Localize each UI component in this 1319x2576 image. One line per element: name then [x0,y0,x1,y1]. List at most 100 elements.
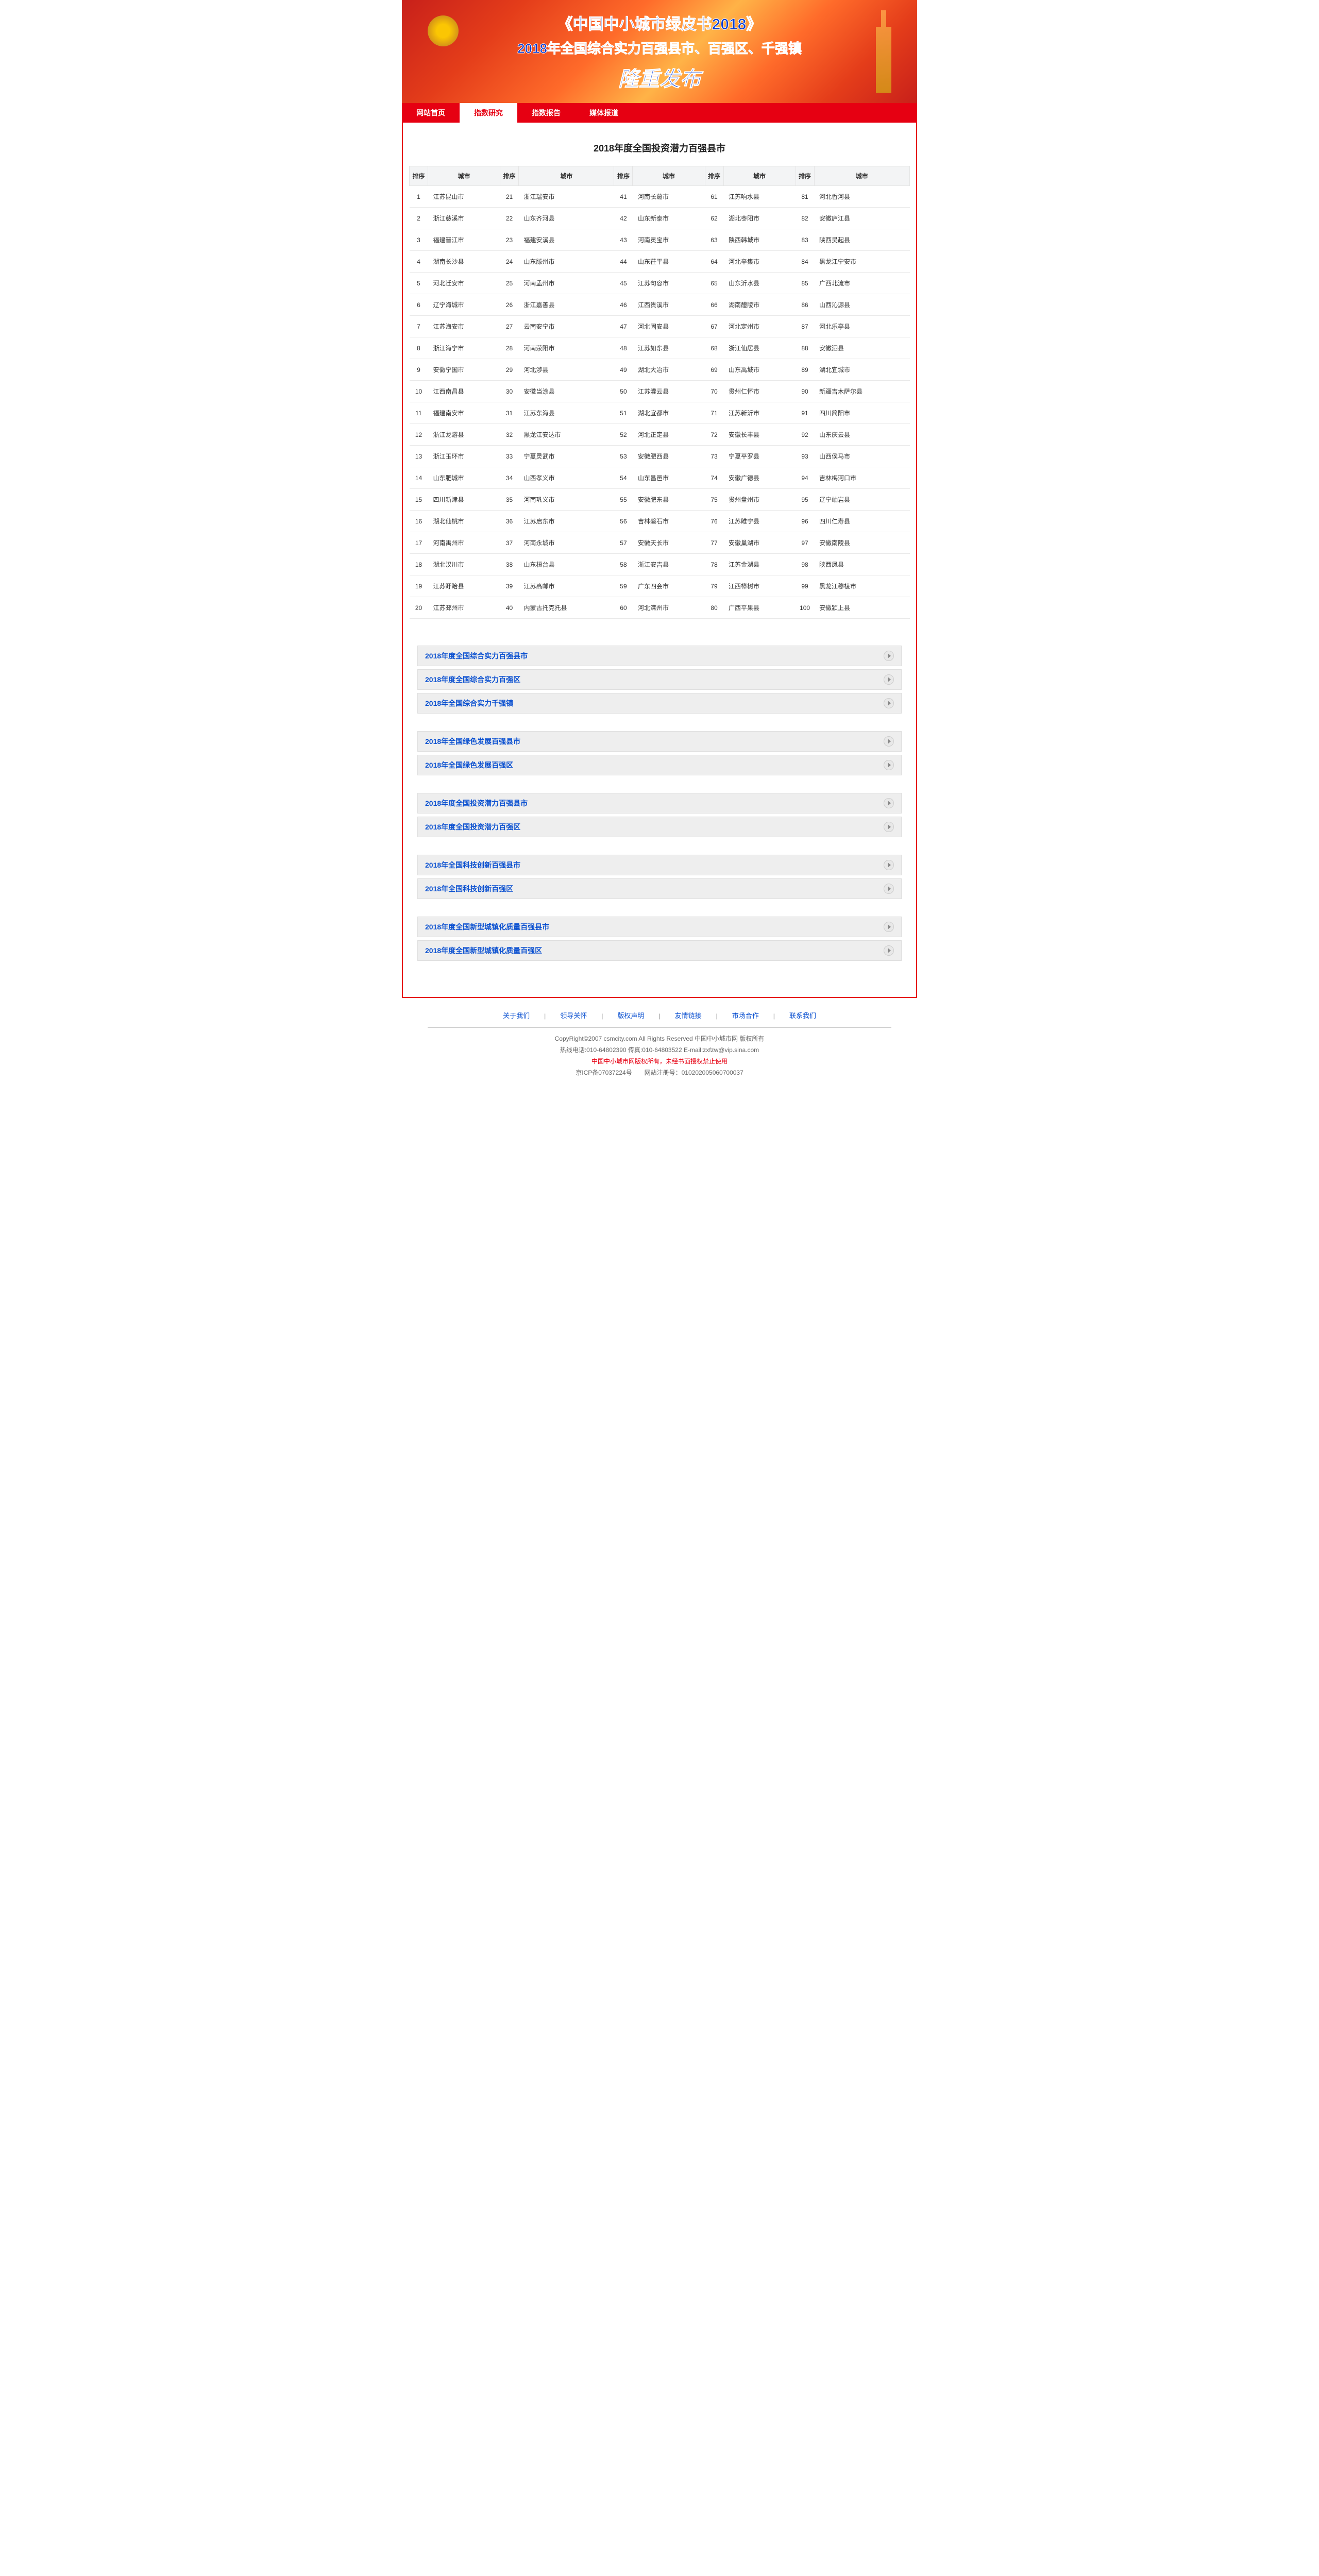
th-city: 城市 [814,166,909,186]
panel-item[interactable]: 2018年度全国综合实力百强县市 [417,646,902,666]
rank-cell: 83 [796,229,814,251]
city-cell: 河南永城市 [519,532,614,554]
city-cell: 湖南长沙县 [428,251,500,273]
rank-cell: 67 [705,316,723,337]
rank-cell: 4 [410,251,428,273]
rank-cell: 28 [500,337,519,359]
city-cell: 浙江慈溪市 [428,208,500,229]
arrow-right-icon [884,922,894,932]
table-row: 3福建晋江市23福建安溪县43河南灵宝市63陕西韩城市83陕西吴起县 [410,229,910,251]
panel-title: 2018年全国绿色发展百强区 [425,755,513,775]
table-row: 8浙江海宁市28河南荥阳市48江苏如东县68浙江仙居县88安徽泗县 [410,337,910,359]
nav-item[interactable]: 媒体报道 [575,103,633,123]
city-cell: 黑龙江宁安市 [814,251,909,273]
table-row: 13浙江玉环市33宁夏灵武市53安徽肥西县73宁夏平罗县93山西侯马市 [410,446,910,467]
rank-cell: 35 [500,489,519,511]
city-cell: 宁夏平罗县 [723,446,796,467]
rank-cell: 27 [500,316,519,337]
city-cell: 河南巩义市 [519,489,614,511]
th-city: 城市 [723,166,796,186]
city-cell: 安徽天长市 [633,532,705,554]
panel-item[interactable]: 2018年全国科技创新百强区 [417,878,902,899]
city-cell: 湖北大冶市 [633,359,705,381]
rank-cell: 13 [410,446,428,467]
rank-cell: 24 [500,251,519,273]
th-city: 城市 [633,166,705,186]
city-cell: 江苏新沂市 [723,402,796,424]
panel-item[interactable]: 2018年全国综合实力千强镇 [417,693,902,714]
rank-cell: 66 [705,294,723,316]
panel-item[interactable]: 2018年全国科技创新百强县市 [417,855,902,875]
arrow-right-icon [884,651,894,661]
panel-group: 2018年全国绿色发展百强县市 2018年全国绿色发展百强区 [417,731,902,775]
city-cell: 山东禹城市 [723,359,796,381]
panel-item[interactable]: 2018年度全国新型城镇化质量百强县市 [417,917,902,937]
panel-item[interactable]: 2018年度全国投资潜力百强区 [417,817,902,837]
footer-link[interactable]: 版权声明 [603,1012,658,1020]
footer-link[interactable]: 关于我们 [488,1012,544,1020]
arrow-right-icon [884,760,894,770]
city-cell: 江苏盱眙县 [428,575,500,597]
panel-title: 2018年度全国新型城镇化质量百强县市 [425,917,549,937]
panels-section: 2018年度全国综合实力百强县市 2018年度全国综合实力百强区 2018年全国综合… [403,633,916,997]
city-cell: 广东四会市 [633,575,705,597]
nav-item[interactable]: 指数报告 [517,103,575,123]
table-row: 7江苏海安市27云南安宁市47河北固安县67河北定州市87河北乐亭县 [410,316,910,337]
rank-cell: 5 [410,273,428,294]
rank-cell: 29 [500,359,519,381]
table-row: 17河南禹州市37河南永城市57安徽天长市77安徽巢湖市97安徽南陵县 [410,532,910,554]
city-cell: 广西北流市 [814,273,909,294]
city-cell: 辽宁海城市 [428,294,500,316]
table-row: 14山东肥城市34山西孝义市54山东昌邑市74安徽广德县94吉林梅河口市 [410,467,910,489]
city-cell: 江苏响水县 [723,186,796,208]
city-cell: 湖南醴陵市 [723,294,796,316]
footer-link[interactable]: 市场合作 [718,1012,773,1020]
panel-item[interactable]: 2018年度全国投资潜力百强县市 [417,793,902,814]
banner: 《中国中小城市绿皮书2018》 2018年全国综合实力百强县市、百强区、千强镇 … [402,0,917,103]
arrow-right-icon [884,736,894,747]
rank-cell: 65 [705,273,723,294]
city-cell: 江苏东海县 [519,402,614,424]
city-cell: 山东新泰市 [633,208,705,229]
city-cell: 安徽南陵县 [814,532,909,554]
city-cell: 湖北汉川市 [428,554,500,575]
city-cell: 河南孟州市 [519,273,614,294]
rank-cell: 22 [500,208,519,229]
city-cell: 广西平果县 [723,597,796,619]
panel-item[interactable]: 2018年度全国综合实力百强区 [417,669,902,690]
rank-cell: 8 [410,337,428,359]
panel-title: 2018年全国综合实力千强镇 [425,693,513,714]
panel-item[interactable]: 2018年度全国新型城镇化质量百强区 [417,940,902,961]
th-rank: 排序 [614,166,633,186]
rank-cell: 58 [614,554,633,575]
panel-item[interactable]: 2018年全国绿色发展百强区 [417,755,902,775]
nav-item[interactable]: 指数研究 [460,103,517,123]
rank-cell: 74 [705,467,723,489]
city-cell: 河南荥阳市 [519,337,614,359]
nav-item[interactable]: 网站首页 [402,103,460,123]
table-row: 11福建南安市31江苏东海县51湖北宜都市71江苏新沂市91四川简阳市 [410,402,910,424]
rank-cell: 9 [410,359,428,381]
rank-cell: 36 [500,511,519,532]
footer-link[interactable]: 友情链接 [661,1012,716,1020]
city-cell: 山西孝义市 [519,467,614,489]
rank-cell: 68 [705,337,723,359]
rank-cell: 93 [796,446,814,467]
panel-title: 2018年全国科技创新百强县市 [425,855,520,875]
panel-title: 2018年全国科技创新百强区 [425,878,513,899]
panel-title: 2018年度全国综合实力百强县市 [425,646,528,666]
city-cell: 安徽当涂县 [519,381,614,402]
city-cell: 安徽宁国市 [428,359,500,381]
panel-title: 2018年度全国新型城镇化质量百强区 [425,940,542,961]
rank-cell: 62 [705,208,723,229]
footer-link[interactable]: 联系我们 [775,1012,831,1020]
rank-cell: 19 [410,575,428,597]
panel-item[interactable]: 2018年全国绿色发展百强县市 [417,731,902,752]
th-rank: 排序 [500,166,519,186]
footer-link[interactable]: 领导关怀 [546,1012,601,1020]
city-cell: 黑龙江安达市 [519,424,614,446]
rank-cell: 73 [705,446,723,467]
table-body: 1江苏昆山市21浙江瑞安市41河南长葛市61江苏响水县81河北香河县2浙江慈溪市… [410,186,910,619]
rank-cell: 16 [410,511,428,532]
rank-cell: 59 [614,575,633,597]
